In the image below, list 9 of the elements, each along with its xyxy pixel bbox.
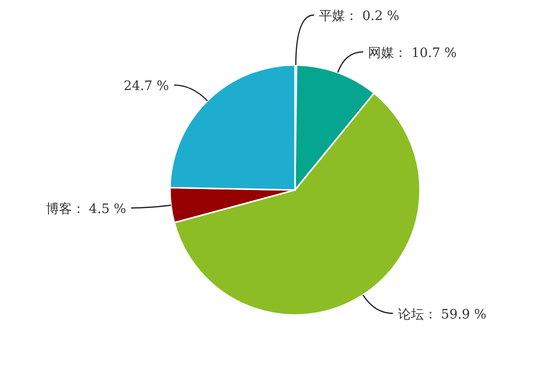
slice-label: 博客 <box>46 200 72 217</box>
data-label: ： 4.5 % <box>72 202 126 217</box>
data-label: 24.7 % <box>124 79 170 94</box>
slice-label: 平媒 <box>319 9 346 24</box>
slice-label: 论坛 <box>398 307 424 322</box>
slice-label: 网媒 <box>368 46 394 61</box>
data-label: ： 59.9 % <box>424 307 486 322</box>
data-label: ： 10.7 % <box>394 46 457 61</box>
data-label: ： 0.2 % <box>345 9 400 24</box>
